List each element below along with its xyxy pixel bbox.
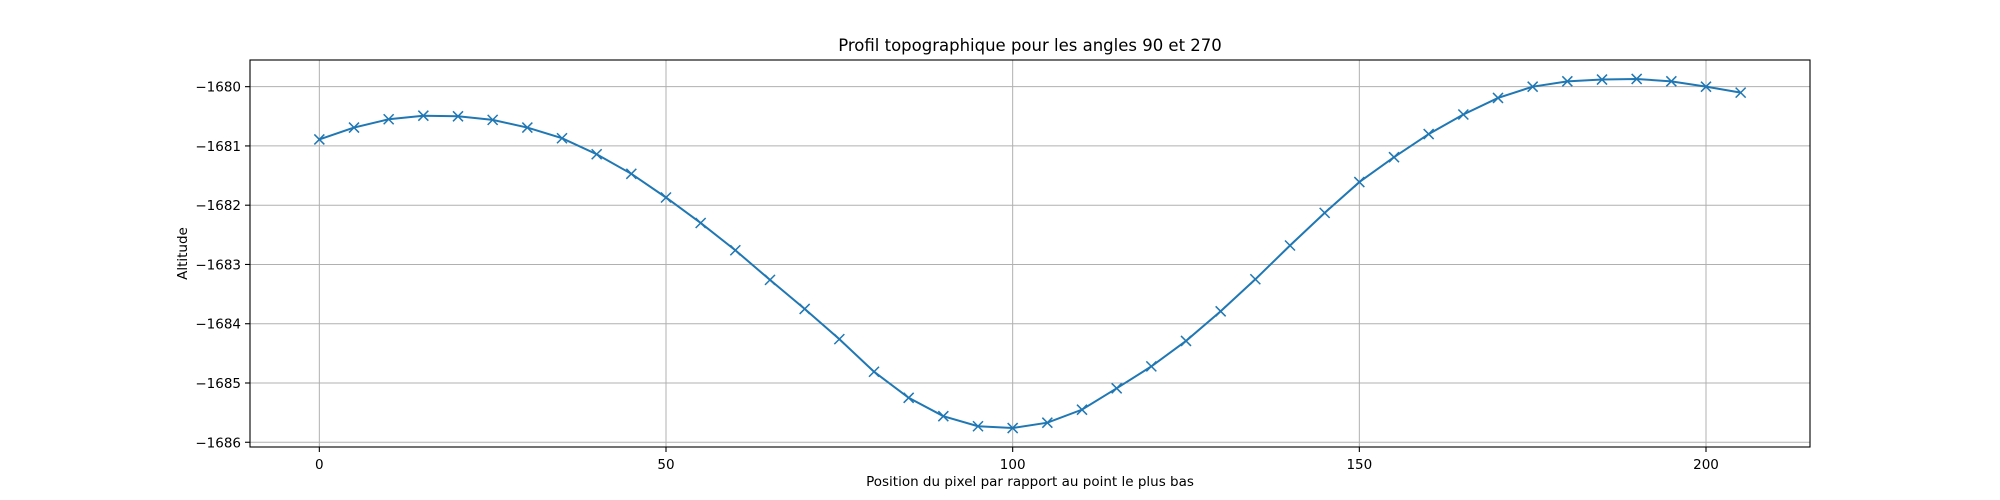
data-point-marker: [972, 420, 984, 432]
plot-frame: [249, 59, 1811, 448]
y-tick-label: −1684: [195, 317, 241, 333]
data-point-marker: [1111, 382, 1123, 394]
data-point-marker: [1388, 151, 1400, 163]
y-tick-label: −1680: [195, 80, 241, 96]
data-point-marker: [1665, 75, 1677, 87]
data-point-marker: [937, 410, 949, 422]
data-point-marker: [660, 191, 672, 204]
data-point-marker: [1041, 417, 1053, 429]
data-series: [313, 73, 1747, 434]
data-point-marker: [521, 122, 533, 134]
data-point-marker: [1423, 128, 1435, 140]
data-point-marker: [1145, 360, 1157, 372]
x-tick-label: 100: [1000, 457, 1026, 473]
x-tick-label: 0: [315, 457, 324, 473]
axis-ticks: 0 50 100 150 200 −1686 −1685 −1684 −1683 −1682 −16…: [195, 80, 1719, 473]
data-point-marker: [1319, 207, 1331, 219]
y-tick-label: −1681: [195, 139, 241, 155]
series-line: [319, 77, 1741, 430]
y-tick-label: −1686: [195, 435, 241, 451]
data-point-marker: [833, 333, 845, 345]
chart-title: Profil topographique pour les angles 90 …: [838, 36, 1222, 55]
x-tick-label: 200: [1693, 457, 1719, 473]
data-point-marker: [1007, 422, 1019, 434]
data-point-marker: [764, 274, 776, 286]
data-point-marker: [417, 110, 429, 122]
y-tick-label: −1682: [195, 198, 241, 214]
data-point-marker: [1492, 92, 1504, 104]
data-point-marker: [452, 110, 464, 122]
x-tick-label: 150: [1346, 457, 1372, 473]
data-point-marker: [383, 113, 395, 125]
data-point-marker: [1284, 239, 1296, 252]
data-point-marker: [868, 366, 880, 378]
data-point-marker: [1076, 404, 1088, 416]
data-point-marker: [1596, 74, 1608, 86]
x-axis-label: Position du pixel par rapport au point l…: [866, 474, 1194, 490]
data-point-marker: [1561, 75, 1573, 87]
y-axis-label: Altitude: [175, 227, 191, 280]
data-point-marker: [1215, 305, 1227, 317]
data-point-marker: [729, 244, 741, 256]
data-point-marker: [556, 132, 568, 144]
data-point-marker: [313, 133, 325, 145]
data-point-marker: [1527, 81, 1539, 93]
data-point-marker: [1735, 87, 1747, 99]
data-point-marker: [625, 168, 637, 180]
data-point-marker: [348, 122, 360, 134]
data-point-marker: [1631, 73, 1643, 85]
data-point-marker: [1249, 273, 1261, 285]
data-point-marker: [1457, 108, 1469, 121]
data-point-marker: [1353, 176, 1365, 188]
data-point-marker: [1180, 335, 1192, 347]
data-point-marker: [1700, 81, 1712, 93]
data-point-marker: [487, 114, 499, 126]
y-tick-label: −1683: [195, 257, 241, 273]
data-point-marker: [903, 392, 915, 404]
grid-lines: [250, 60, 1810, 447]
data-point-marker: [695, 217, 707, 229]
data-point-marker: [591, 148, 603, 160]
data-point-marker: [799, 303, 811, 315]
x-tick-label: 50: [657, 457, 674, 473]
y-tick-label: −1685: [195, 376, 241, 392]
